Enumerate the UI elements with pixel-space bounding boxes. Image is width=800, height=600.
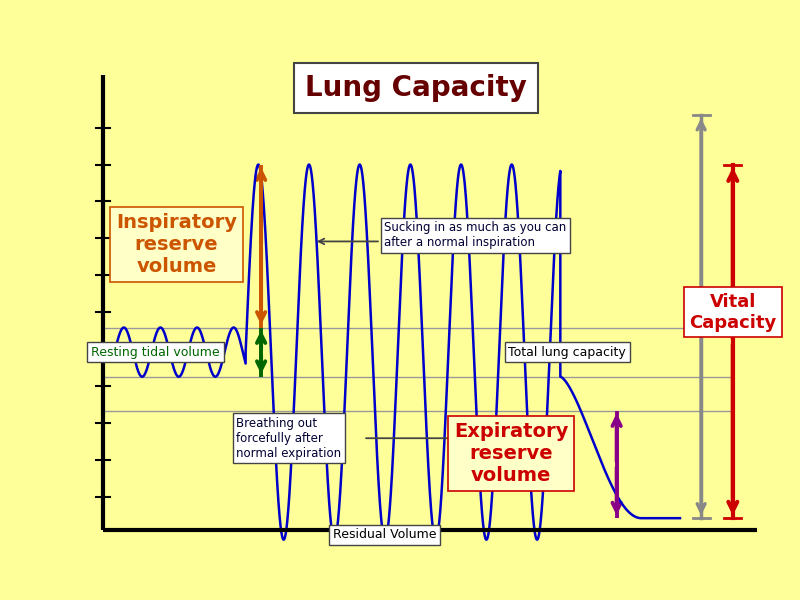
Text: Sucking in as much as you can
after a normal inspiration: Sucking in as much as you can after a no… — [384, 221, 566, 249]
Text: Expiratory
reserve
volume: Expiratory reserve volume — [454, 422, 568, 485]
Text: Vital
Capacity: Vital Capacity — [689, 293, 777, 332]
Text: Breathing out
forcefully after
normal expiration: Breathing out forcefully after normal ex… — [237, 417, 342, 460]
Text: Total lung capacity: Total lung capacity — [509, 346, 626, 359]
Text: Resting tidal volume: Resting tidal volume — [91, 346, 220, 359]
Text: Lung Capacity: Lung Capacity — [305, 74, 527, 101]
Text: Residual Volume: Residual Volume — [333, 528, 436, 541]
Text: Inspiratory
reserve
volume: Inspiratory reserve volume — [116, 213, 237, 276]
